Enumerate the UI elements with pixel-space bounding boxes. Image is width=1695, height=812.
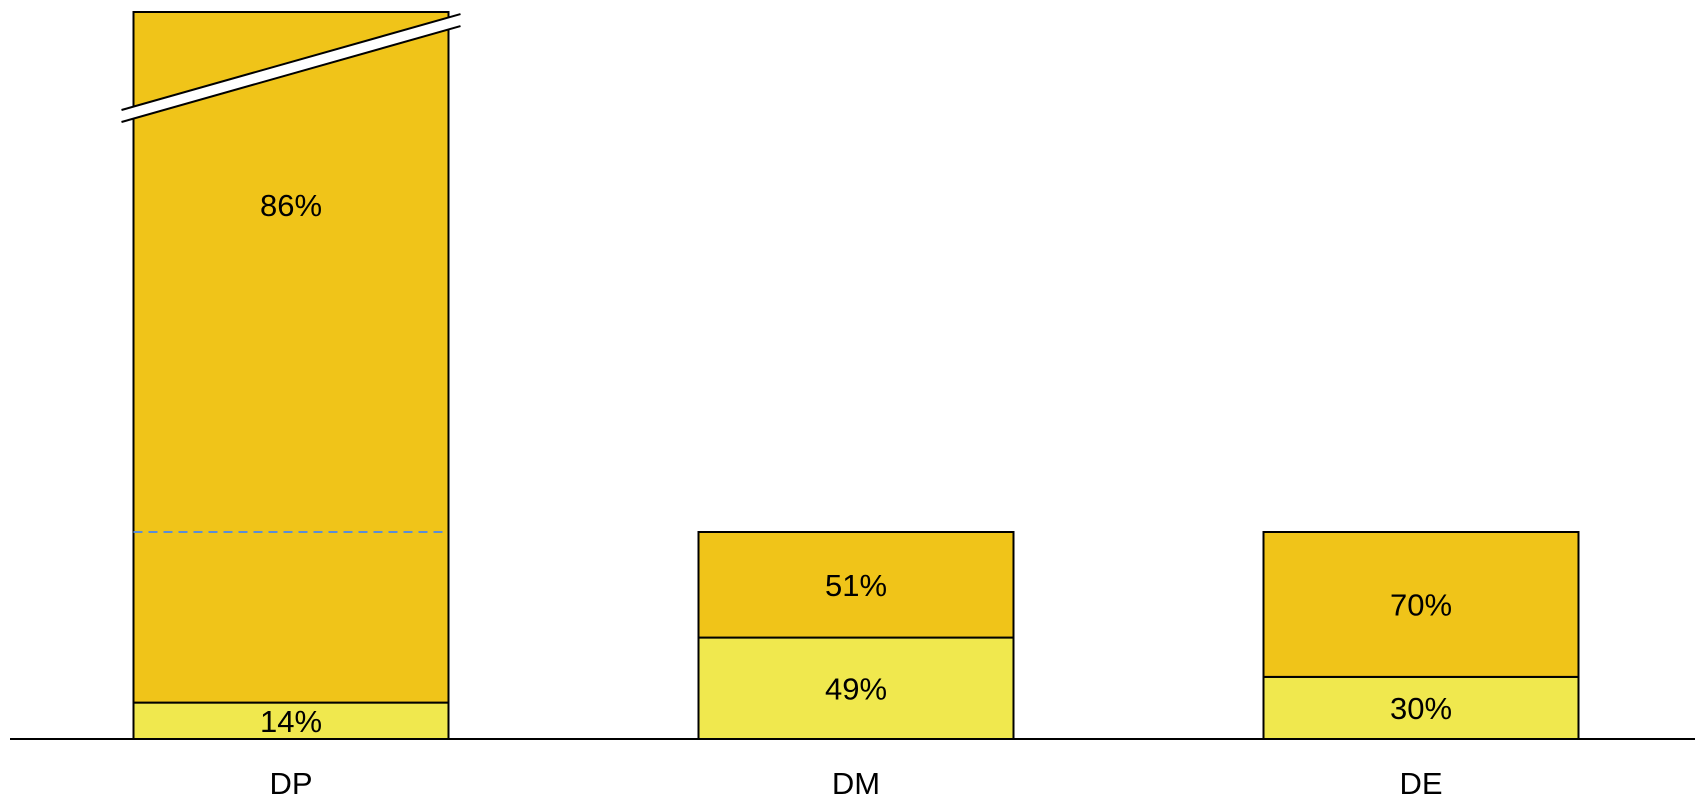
axis-break-line-top [121,13,461,111]
overlays-layer [121,13,461,533]
data-label-dp-lower: 14% [260,704,322,739]
axis-break-band [121,14,461,122]
bar-de-lower-segment [1262,675,1580,741]
bar-de-upper-segment [1262,531,1580,678]
axis-break-line-bottom [121,25,461,123]
category-label-de: DE [1399,766,1442,801]
category-label-dp: DP [269,766,312,801]
bar-dm-lower-segment [697,636,1015,741]
bar-dm-upper-segment [697,531,1015,639]
data-label-de-upper: 70% [1390,587,1452,622]
data-label-dm-upper: 51% [825,568,887,603]
data-label-dm-lower: 49% [825,671,887,706]
bars-layer [132,11,1580,741]
bar-dp-lower-segment [132,701,450,740]
labels-layer: 14% 86% 49% 51% 30% 70% [260,188,1452,739]
category-labels-layer: DP DM DE [269,766,1442,801]
data-label-de-lower: 30% [1390,691,1452,726]
category-label-dm: DM [832,766,880,801]
bar-dp-upper-segment [132,11,450,704]
data-label-dp-upper: 86% [260,188,322,223]
